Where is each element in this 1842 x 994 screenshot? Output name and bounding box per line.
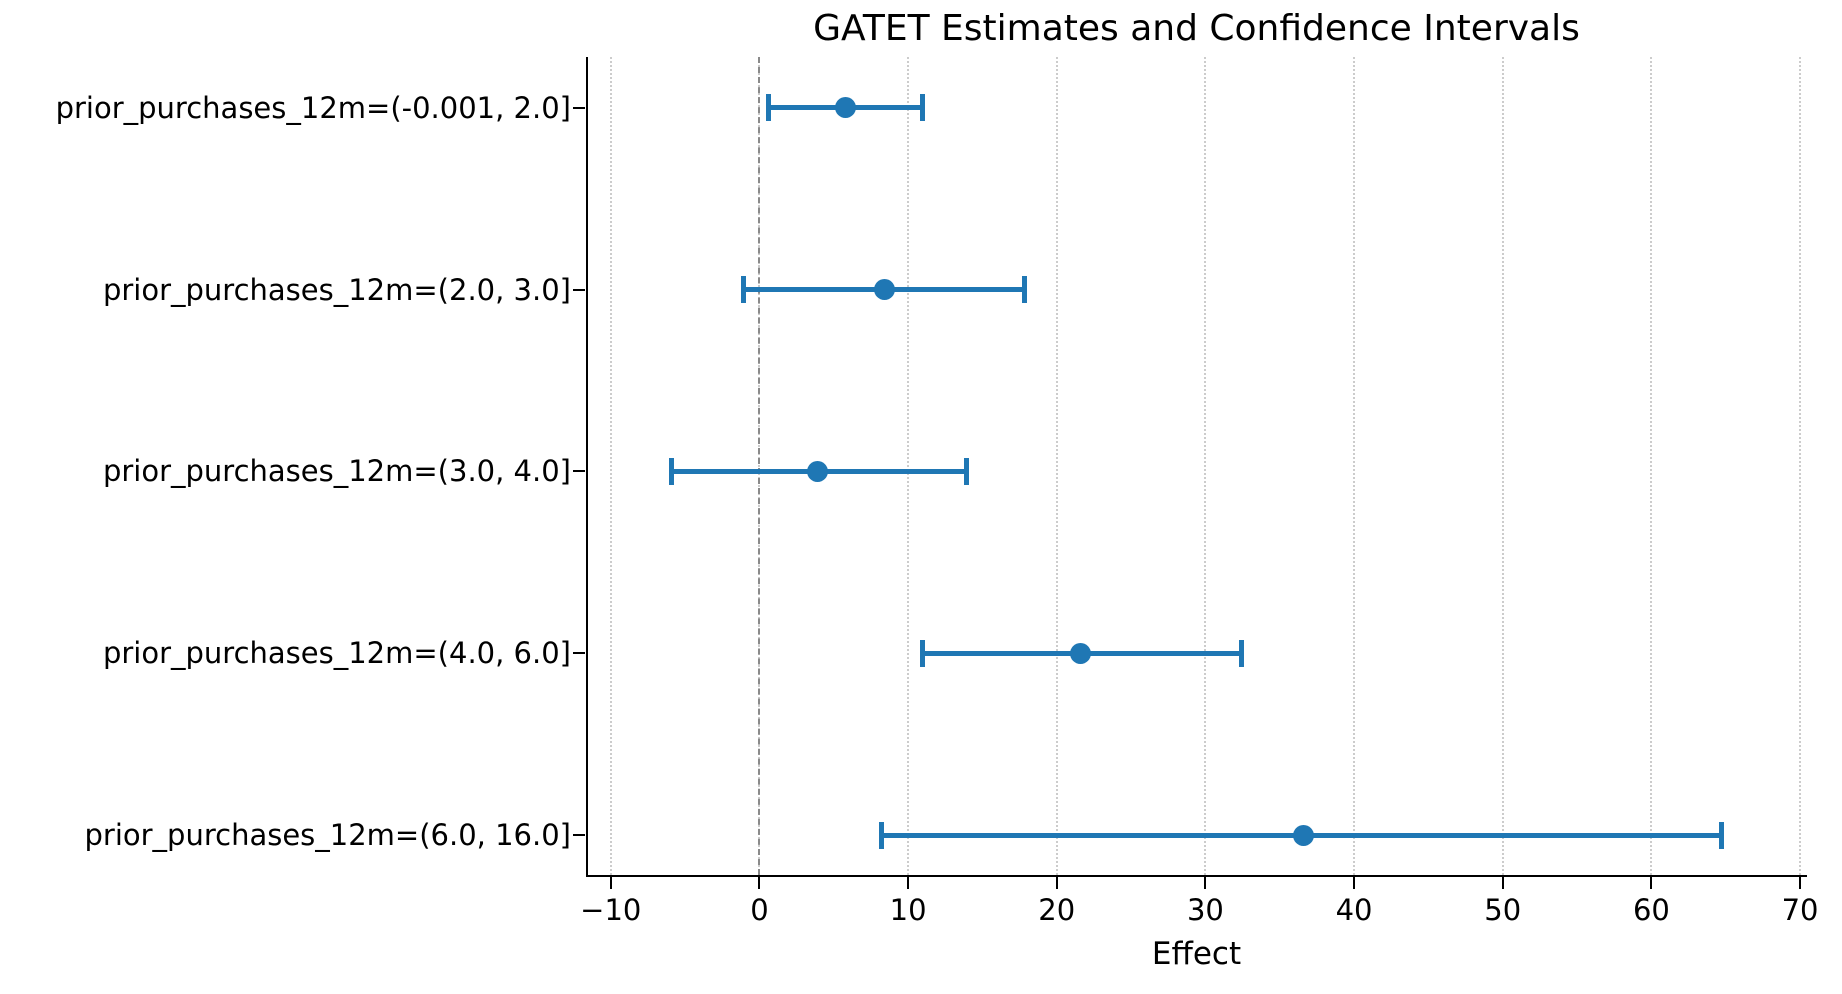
ci-cap-lower	[765, 94, 771, 122]
estimate-marker	[873, 279, 895, 301]
x-tick	[609, 877, 612, 889]
x-axis-label: Effect	[1151, 936, 1242, 972]
x-tick-label: −10	[580, 893, 642, 927]
estimate-marker	[835, 97, 857, 119]
estimate-marker	[1070, 642, 1092, 664]
ci-cap-upper	[1718, 821, 1724, 849]
ci-cap-lower	[669, 457, 675, 485]
category-label: prior_purchases_12m=(-0.001, 2.0]	[55, 90, 571, 125]
y-tick	[573, 470, 585, 473]
x-tick-label: 50	[1484, 893, 1522, 927]
ci-cap-lower	[878, 821, 884, 849]
y-tick	[573, 288, 585, 291]
ci-cap-upper	[963, 457, 969, 485]
x-tick-label: 70	[1781, 893, 1819, 927]
chart-title: GATET Estimates and Confidence Intervals	[813, 8, 1580, 49]
ci-cap-upper	[1021, 276, 1027, 304]
gridline-x	[1353, 57, 1356, 875]
gridline-x	[907, 57, 910, 875]
x-tick-label: 40	[1335, 893, 1373, 927]
x-tick-label: 60	[1632, 893, 1670, 927]
y-tick	[573, 834, 585, 836]
gridline-x	[1501, 57, 1504, 875]
ci-cap-lower	[740, 276, 746, 304]
x-axis-spine	[586, 875, 1807, 877]
x-tick	[1204, 877, 1207, 889]
y-axis-spine	[586, 57, 588, 877]
gridline-x	[1055, 57, 1058, 875]
x-tick-label: 30	[1186, 893, 1224, 927]
zero-reference-line	[758, 57, 761, 875]
gridline-x	[1650, 57, 1653, 875]
x-tick	[758, 877, 761, 889]
category-label: prior_purchases_12m=(3.0, 4.0]	[102, 454, 571, 489]
x-tick	[1799, 877, 1802, 889]
x-tick-label: 10	[889, 893, 927, 927]
ci-cap-lower	[920, 639, 926, 667]
ci-cap-upper	[920, 94, 926, 122]
category-label: prior_purchases_12m=(6.0, 16.0]	[84, 818, 572, 852]
y-tick	[573, 106, 585, 109]
category-label: prior_purchases_12m=(2.0, 3.0]	[102, 272, 571, 307]
estimate-marker	[806, 460, 828, 482]
x-tick	[1055, 877, 1058, 889]
gridline-x	[1799, 57, 1802, 875]
estimate-marker	[1293, 824, 1315, 846]
gridline-x	[1204, 57, 1207, 875]
x-tick-label: 0	[750, 893, 769, 927]
x-tick	[1353, 877, 1356, 889]
x-tick	[907, 877, 910, 889]
x-tick	[1650, 877, 1653, 889]
y-tick	[573, 652, 585, 655]
x-tick-label: 20	[1038, 893, 1076, 927]
category-label: prior_purchases_12m=(4.0, 6.0]	[102, 636, 571, 671]
ci-cap-upper	[1238, 639, 1244, 667]
x-tick	[1501, 877, 1504, 889]
gridline-x	[609, 57, 612, 875]
